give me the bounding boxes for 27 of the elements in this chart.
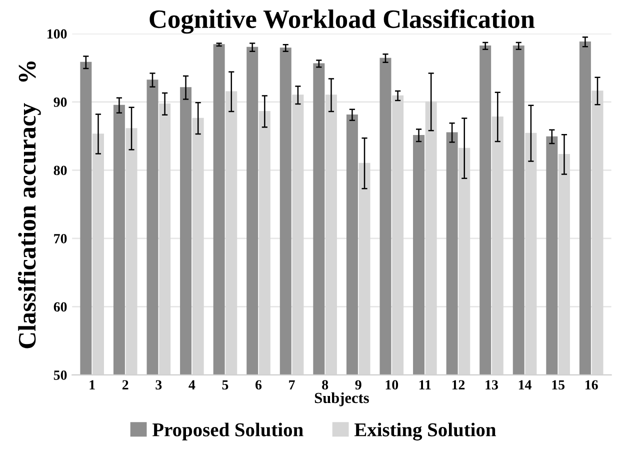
x-tick-label: 7 <box>289 380 295 390</box>
y-tick-label: 70 <box>54 234 67 244</box>
x-tick-label: 8 <box>322 380 328 390</box>
y-axis-title: Classification accuracy % <box>18 62 41 348</box>
y-tick-label: 80 <box>54 166 67 176</box>
x-tick-label: 2 <box>122 380 128 390</box>
x-tick-label: 5 <box>222 380 228 390</box>
x-axis-title: Subjects <box>314 392 369 406</box>
x-tick-label: 16 <box>586 380 598 390</box>
x-tick-label: 11 <box>419 380 431 390</box>
y-tick-label: 90 <box>54 98 67 107</box>
x-tick-label: 13 <box>486 380 498 390</box>
legend-label: Existing Solution <box>354 422 496 440</box>
x-tick-label: 3 <box>156 380 162 390</box>
x-tick-label: 12 <box>452 380 465 390</box>
x-tick-label: 4 <box>188 380 196 390</box>
chart-title: Cognitive Workload Classification <box>150 9 535 34</box>
y-tick-label: 50 <box>54 370 67 380</box>
x-tick-label: 15 <box>552 380 565 390</box>
x-tick-label: 9 <box>355 380 362 390</box>
y-tick-label: 100 <box>48 29 67 39</box>
x-tick-label: 10 <box>386 380 398 390</box>
y-tick-label: 60 <box>54 302 67 312</box>
legend-label: Proposed Solution <box>152 422 304 440</box>
x-tick-label: 6 <box>256 380 262 390</box>
x-tick-label: 1 <box>90 380 95 390</box>
x-tick-label: 14 <box>518 380 532 390</box>
